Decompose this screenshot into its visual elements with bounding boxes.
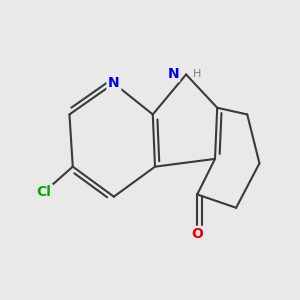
Text: Cl: Cl bbox=[37, 185, 51, 199]
Text: O: O bbox=[191, 227, 203, 242]
Text: N: N bbox=[168, 68, 179, 81]
Text: N: N bbox=[108, 76, 120, 90]
Text: H: H bbox=[193, 69, 201, 80]
